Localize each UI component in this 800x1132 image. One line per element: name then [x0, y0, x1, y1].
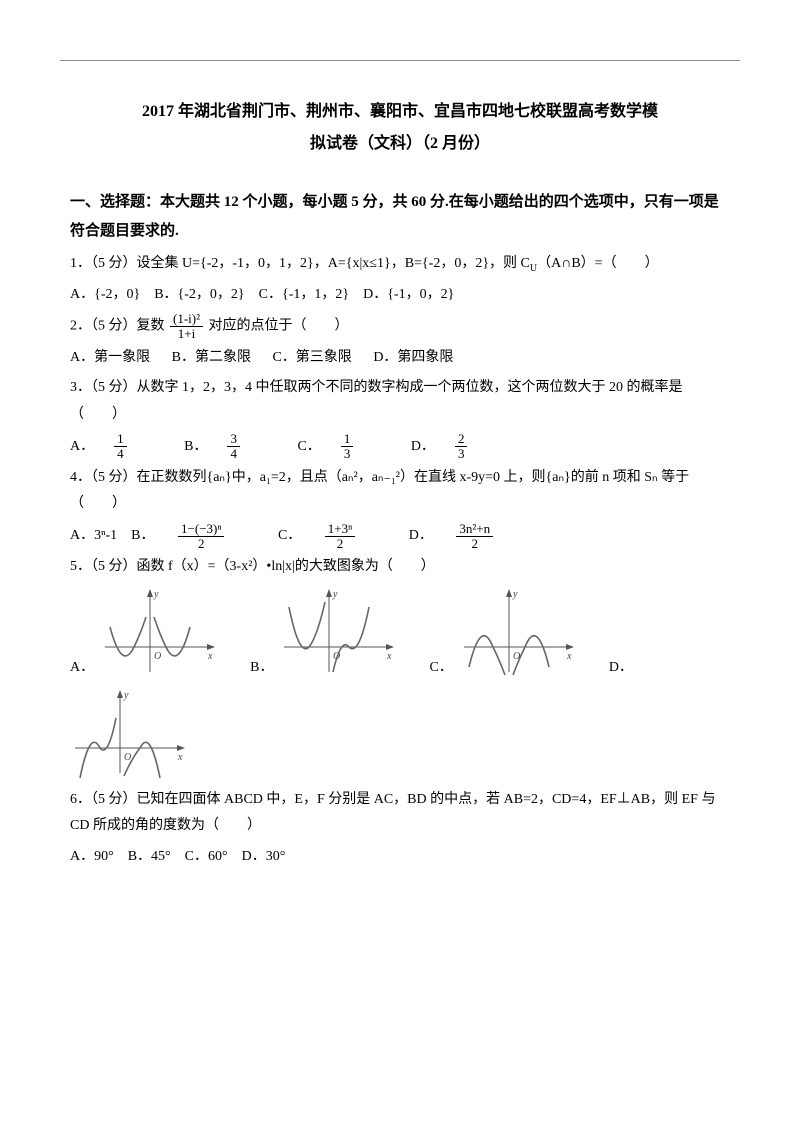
q4-c-frac: 1+3ⁿ2 [325, 522, 373, 550]
q4-opt-c: C． [264, 528, 301, 543]
question-5: 5．（5 分）函数 f（x）=（3-x²）•ln|x|的大致图象为（ ） [70, 554, 730, 581]
y-label: y [512, 589, 518, 600]
origin-label: O [124, 752, 131, 763]
graph-c-svg: y x O [459, 587, 579, 682]
q2-opt-c: C．第三象限 [272, 350, 351, 365]
q5-label-a: A． [70, 655, 94, 682]
q2-fraction: (1-i)² 1+i [170, 312, 203, 340]
q3-c-den: 3 [341, 447, 354, 461]
y-label: y [123, 690, 129, 701]
q3-b-frac: 34 [227, 432, 258, 460]
x-label: x [386, 651, 392, 662]
q3-d-frac: 23 [455, 432, 486, 460]
q5-graph-d: y x O [70, 688, 190, 783]
q5-graph-c: C． y x O [429, 587, 578, 682]
q2-den: 1+i [170, 327, 203, 341]
graph-a-svg: y x O [100, 587, 220, 682]
q1-options: A．{-2，0} B．{-2，0，2} C．{-1，1，2} D．{-1，0，2… [70, 282, 730, 309]
q4-b-den: 2 [178, 537, 224, 551]
q3-options: A．14 B．34 C．13 D．23 [70, 432, 730, 460]
q2-text-a: 2．（5 分）复数 [70, 319, 165, 334]
question-1: 1．（5 分）设全集 U={-2，-1，0，1，2}，A={x|x≤1}，B={… [70, 251, 730, 278]
title-line-2: 拟试卷（文科）（2 月份） [70, 128, 730, 160]
q3-d-num: 2 [455, 432, 468, 447]
q2-options: A．第一象限 B．第二象限 C．第三象限 D．第四象限 [70, 345, 730, 372]
q3-opt-c: C．13 [297, 439, 389, 454]
top-rule [60, 60, 740, 61]
q1-text-b: （A∩B）=（ ） [537, 256, 658, 271]
question-6: 6．（5 分）已知在四面体 ABCD 中，E，F 分别是 AC，BD 的中点，若… [70, 787, 730, 840]
question-2: 2．（5 分）复数 (1-i)² 1+i 对应的点位于（ ） [70, 312, 730, 340]
q2-opt-b: B．第二象限 [172, 350, 251, 365]
q4-c-den: 2 [325, 537, 355, 551]
q1-text-a: 1．（5 分）设全集 U={-2，-1，0，1，2}，A={x|x≤1}，B={… [70, 256, 530, 271]
x-label: x [207, 651, 213, 662]
q3-a-label: A． [70, 439, 94, 454]
q3-c-label: C． [297, 439, 320, 454]
q2-opt-d: D．第四象限 [373, 350, 453, 365]
q3-b-den: 4 [227, 447, 240, 461]
q3-opt-b: B．34 [184, 439, 276, 454]
x-label: x [177, 752, 183, 763]
q3-opt-a: A．14 [70, 439, 163, 454]
q4-b-frac: 1−(−3)ⁿ2 [178, 522, 242, 550]
q3-a-num: 1 [114, 432, 127, 447]
q5-graph-d-label: D． [609, 655, 639, 682]
q5-graph-a: A． y x O [70, 587, 220, 682]
q2-opt-a: A．第一象限 [70, 350, 150, 365]
q2-text-b: 对应的点位于（ ） [209, 319, 349, 334]
title-line-1: 2017 年湖北省荆门市、荆州市、襄阳市、宜昌市四地七校联盟高考数学模 [70, 96, 730, 128]
q3-a-den: 4 [114, 447, 127, 461]
q3-opt-d: D．23 [411, 439, 504, 454]
q3-c-frac: 13 [341, 432, 372, 460]
q3-b-num: 3 [227, 432, 240, 447]
q5-label-d: D． [609, 655, 633, 682]
q3-a-frac: 14 [114, 432, 145, 460]
question-4: 4．（5 分）在正数数列{aₙ}中，a₁=2，且点（aₙ²，aₙ₋₁²）在直线 … [70, 465, 730, 518]
q5-label-b: B． [250, 655, 273, 682]
q6-options: A．90° B．45° C．60° D．30° [70, 844, 730, 871]
y-label: y [153, 589, 159, 600]
q5-label-c: C． [429, 655, 452, 682]
q4-b-num: 1−(−3)ⁿ [178, 522, 224, 537]
q4-opt-d: D． [395, 528, 433, 543]
q4-options: A．3ⁿ-1 B． 1−(−3)ⁿ2 C． 1+3ⁿ2 D． 3n²+n2 [70, 522, 730, 550]
q3-c-num: 1 [341, 432, 354, 447]
q4-d-num: 3n²+n [456, 522, 493, 537]
y-label: y [332, 589, 338, 600]
x-label: x [566, 651, 572, 662]
q4-d-den: 2 [456, 537, 493, 551]
origin-label: O [154, 651, 161, 662]
q5-graph-b: B． y x O [250, 587, 399, 682]
q5-graph-row-1: A． y x O B． y x O C． y x O [70, 587, 730, 682]
q3-d-label: D． [411, 439, 435, 454]
section-1-heading: 一、选择题：本大题共 12 个小题，每小题 5 分，共 60 分.在每小题给出的… [70, 188, 730, 245]
q4-d-frac: 3n²+n2 [456, 522, 511, 550]
q2-num: (1-i)² [170, 312, 203, 327]
q3-b-label: B． [184, 439, 207, 454]
graph-b-svg: y x O [279, 587, 399, 682]
q4-opt-a: A．3ⁿ-1 B． [70, 528, 155, 543]
q3-d-den: 3 [455, 447, 468, 461]
q4-c-num: 1+3ⁿ [325, 522, 355, 537]
graph-d-svg: y x O [70, 688, 190, 783]
question-3: 3．（5 分）从数字 1，2，3，4 中任取两个不同的数字构成一个两位数，这个两… [70, 375, 730, 428]
exam-title: 2017 年湖北省荆门市、荆州市、襄阳市、宜昌市四地七校联盟高考数学模 拟试卷（… [70, 96, 730, 160]
q5-graph-row-2: y x O [70, 688, 730, 783]
